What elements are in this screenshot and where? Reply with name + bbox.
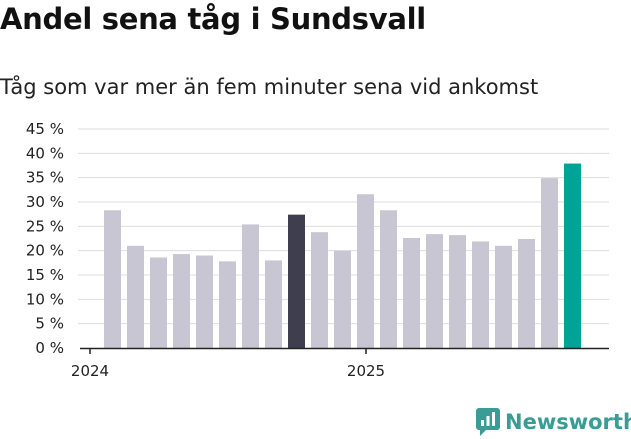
bar xyxy=(196,255,213,348)
bar xyxy=(265,260,282,348)
x-tick-label: 2025 xyxy=(347,362,385,380)
bar xyxy=(334,250,351,348)
bar xyxy=(219,261,236,348)
y-tick-label: 15 % xyxy=(26,266,64,284)
y-tick-label: 0 % xyxy=(35,339,64,357)
bar xyxy=(449,235,466,348)
bar xyxy=(518,238,535,348)
bar xyxy=(150,257,167,348)
newsworthy-logo-text: Newsworthy xyxy=(505,410,631,434)
y-tick-label: 45 % xyxy=(26,120,64,138)
newsworthy-logo: Newsworthy xyxy=(476,408,631,436)
bar xyxy=(127,245,144,348)
bar xyxy=(242,224,259,348)
bar xyxy=(311,232,328,348)
bar xyxy=(564,163,581,348)
x-tick-label: 2024 xyxy=(71,362,109,380)
y-tick-label: 20 % xyxy=(26,242,64,260)
y-tick-label: 10 % xyxy=(26,290,64,308)
bar xyxy=(104,210,121,348)
y-tick-label: 30 % xyxy=(26,193,64,211)
y-tick-label: 25 % xyxy=(26,217,64,235)
bar xyxy=(403,238,420,348)
newsworthy-logo-icon xyxy=(476,408,500,436)
bar-chart: 0 % 5 % 10 % 15 % 20 % 25 % 30 % 35 % 40 % 45 % 20… xyxy=(26,120,609,380)
chart-title: Andel sena tåg i Sundsvall xyxy=(0,2,426,36)
bar xyxy=(288,214,305,348)
y-tick-label: 40 % xyxy=(26,144,64,162)
bar xyxy=(426,234,443,348)
bar xyxy=(472,241,489,348)
bar xyxy=(357,194,374,348)
y-tick-label: 35 % xyxy=(26,169,64,187)
y-tick-label: 5 % xyxy=(35,315,64,333)
bar xyxy=(541,178,558,348)
bar xyxy=(495,245,512,348)
chart-subtitle: Tåg som var mer än fem minuter sena vid … xyxy=(0,75,539,99)
bar xyxy=(173,254,190,348)
bar xyxy=(380,210,397,348)
